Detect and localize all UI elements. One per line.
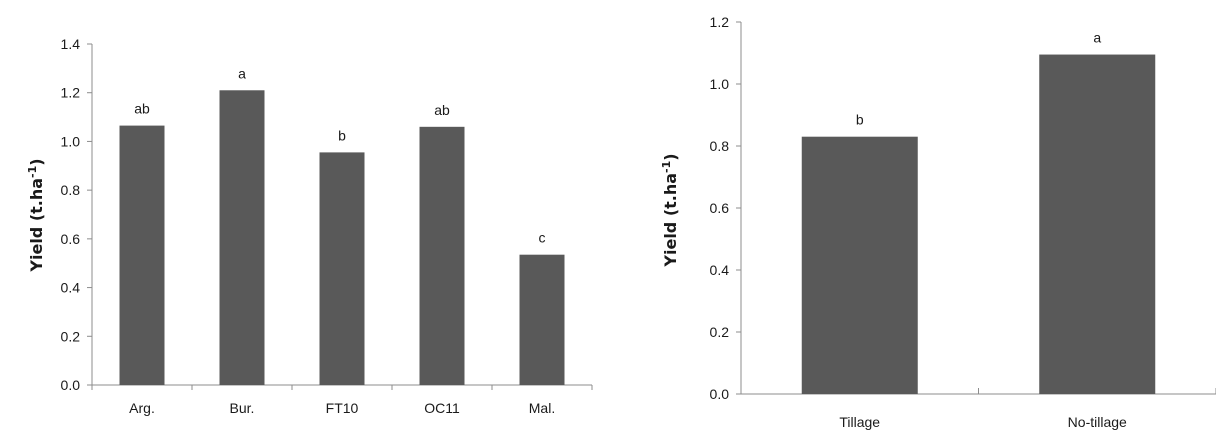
left-y-tick-label: 1.2	[61, 85, 81, 101]
left-bar	[419, 126, 465, 386]
left-bar	[519, 254, 565, 385]
left-y-axis-label: Yield (t.ha-1)	[26, 158, 47, 272]
right-bar	[801, 136, 918, 394]
left-bar-significance-label: a	[238, 65, 246, 81]
left-bar-significance-label: ab	[134, 101, 150, 117]
right-y-axis-label: Yield (t.ha-1)	[660, 153, 681, 267]
left-x-category-label: Arg.	[129, 400, 155, 416]
left-y-tick-label: 0.2	[61, 328, 81, 344]
left-y-tick-label: 0.4	[61, 280, 81, 296]
right-y-tick-label: 0.2	[710, 324, 730, 340]
right-x-category-label: Tillage	[839, 414, 880, 430]
left-x-category-label: OC11	[424, 400, 460, 416]
right-y-tick-label: 1.2	[710, 14, 730, 30]
right-y-tick-label: 0.6	[710, 200, 730, 216]
right-bar-significance-label: b	[856, 112, 864, 128]
right-x-category-label: No-tillage	[1068, 414, 1127, 430]
left-bar-significance-label: ab	[434, 102, 450, 118]
left-bar	[319, 152, 365, 385]
left-bar	[119, 125, 165, 385]
left-bar	[219, 90, 265, 386]
left-bar-significance-label: c	[539, 230, 546, 246]
right-chart: Yield (t.ha-1) 0.0 0.2 0.4 0.6 0.8 1.0 1.2 b Til…	[660, 14, 1216, 430]
left-y-tick-label: 0.0	[61, 377, 81, 393]
right-bar	[1039, 54, 1156, 395]
right-y-tick-label: 1.0	[710, 76, 730, 92]
left-bar-significance-label: b	[338, 127, 346, 143]
right-y-tick-label: 0.8	[710, 138, 730, 154]
left-x-category-label: Bur.	[230, 400, 255, 416]
right-bar-significance-label: a	[1093, 30, 1101, 46]
left-y-tick-label: 0.6	[61, 231, 81, 247]
right-y-tick-label: 0.4	[710, 262, 730, 278]
left-y-tick-label: 1.0	[61, 133, 81, 149]
left-y-tick-label: 0.8	[61, 182, 81, 198]
left-x-category-label: Mal.	[529, 400, 555, 416]
left-x-category-label: FT10	[326, 400, 359, 416]
left-y-tick-label: 1.4	[61, 36, 81, 52]
right-y-tick-label: 0.0	[710, 386, 730, 402]
left-chart: Yield (t.ha-1) 0.0 0.2 0.4 0.6 0.8 1.0 1.2 1.4 a…	[26, 36, 593, 416]
